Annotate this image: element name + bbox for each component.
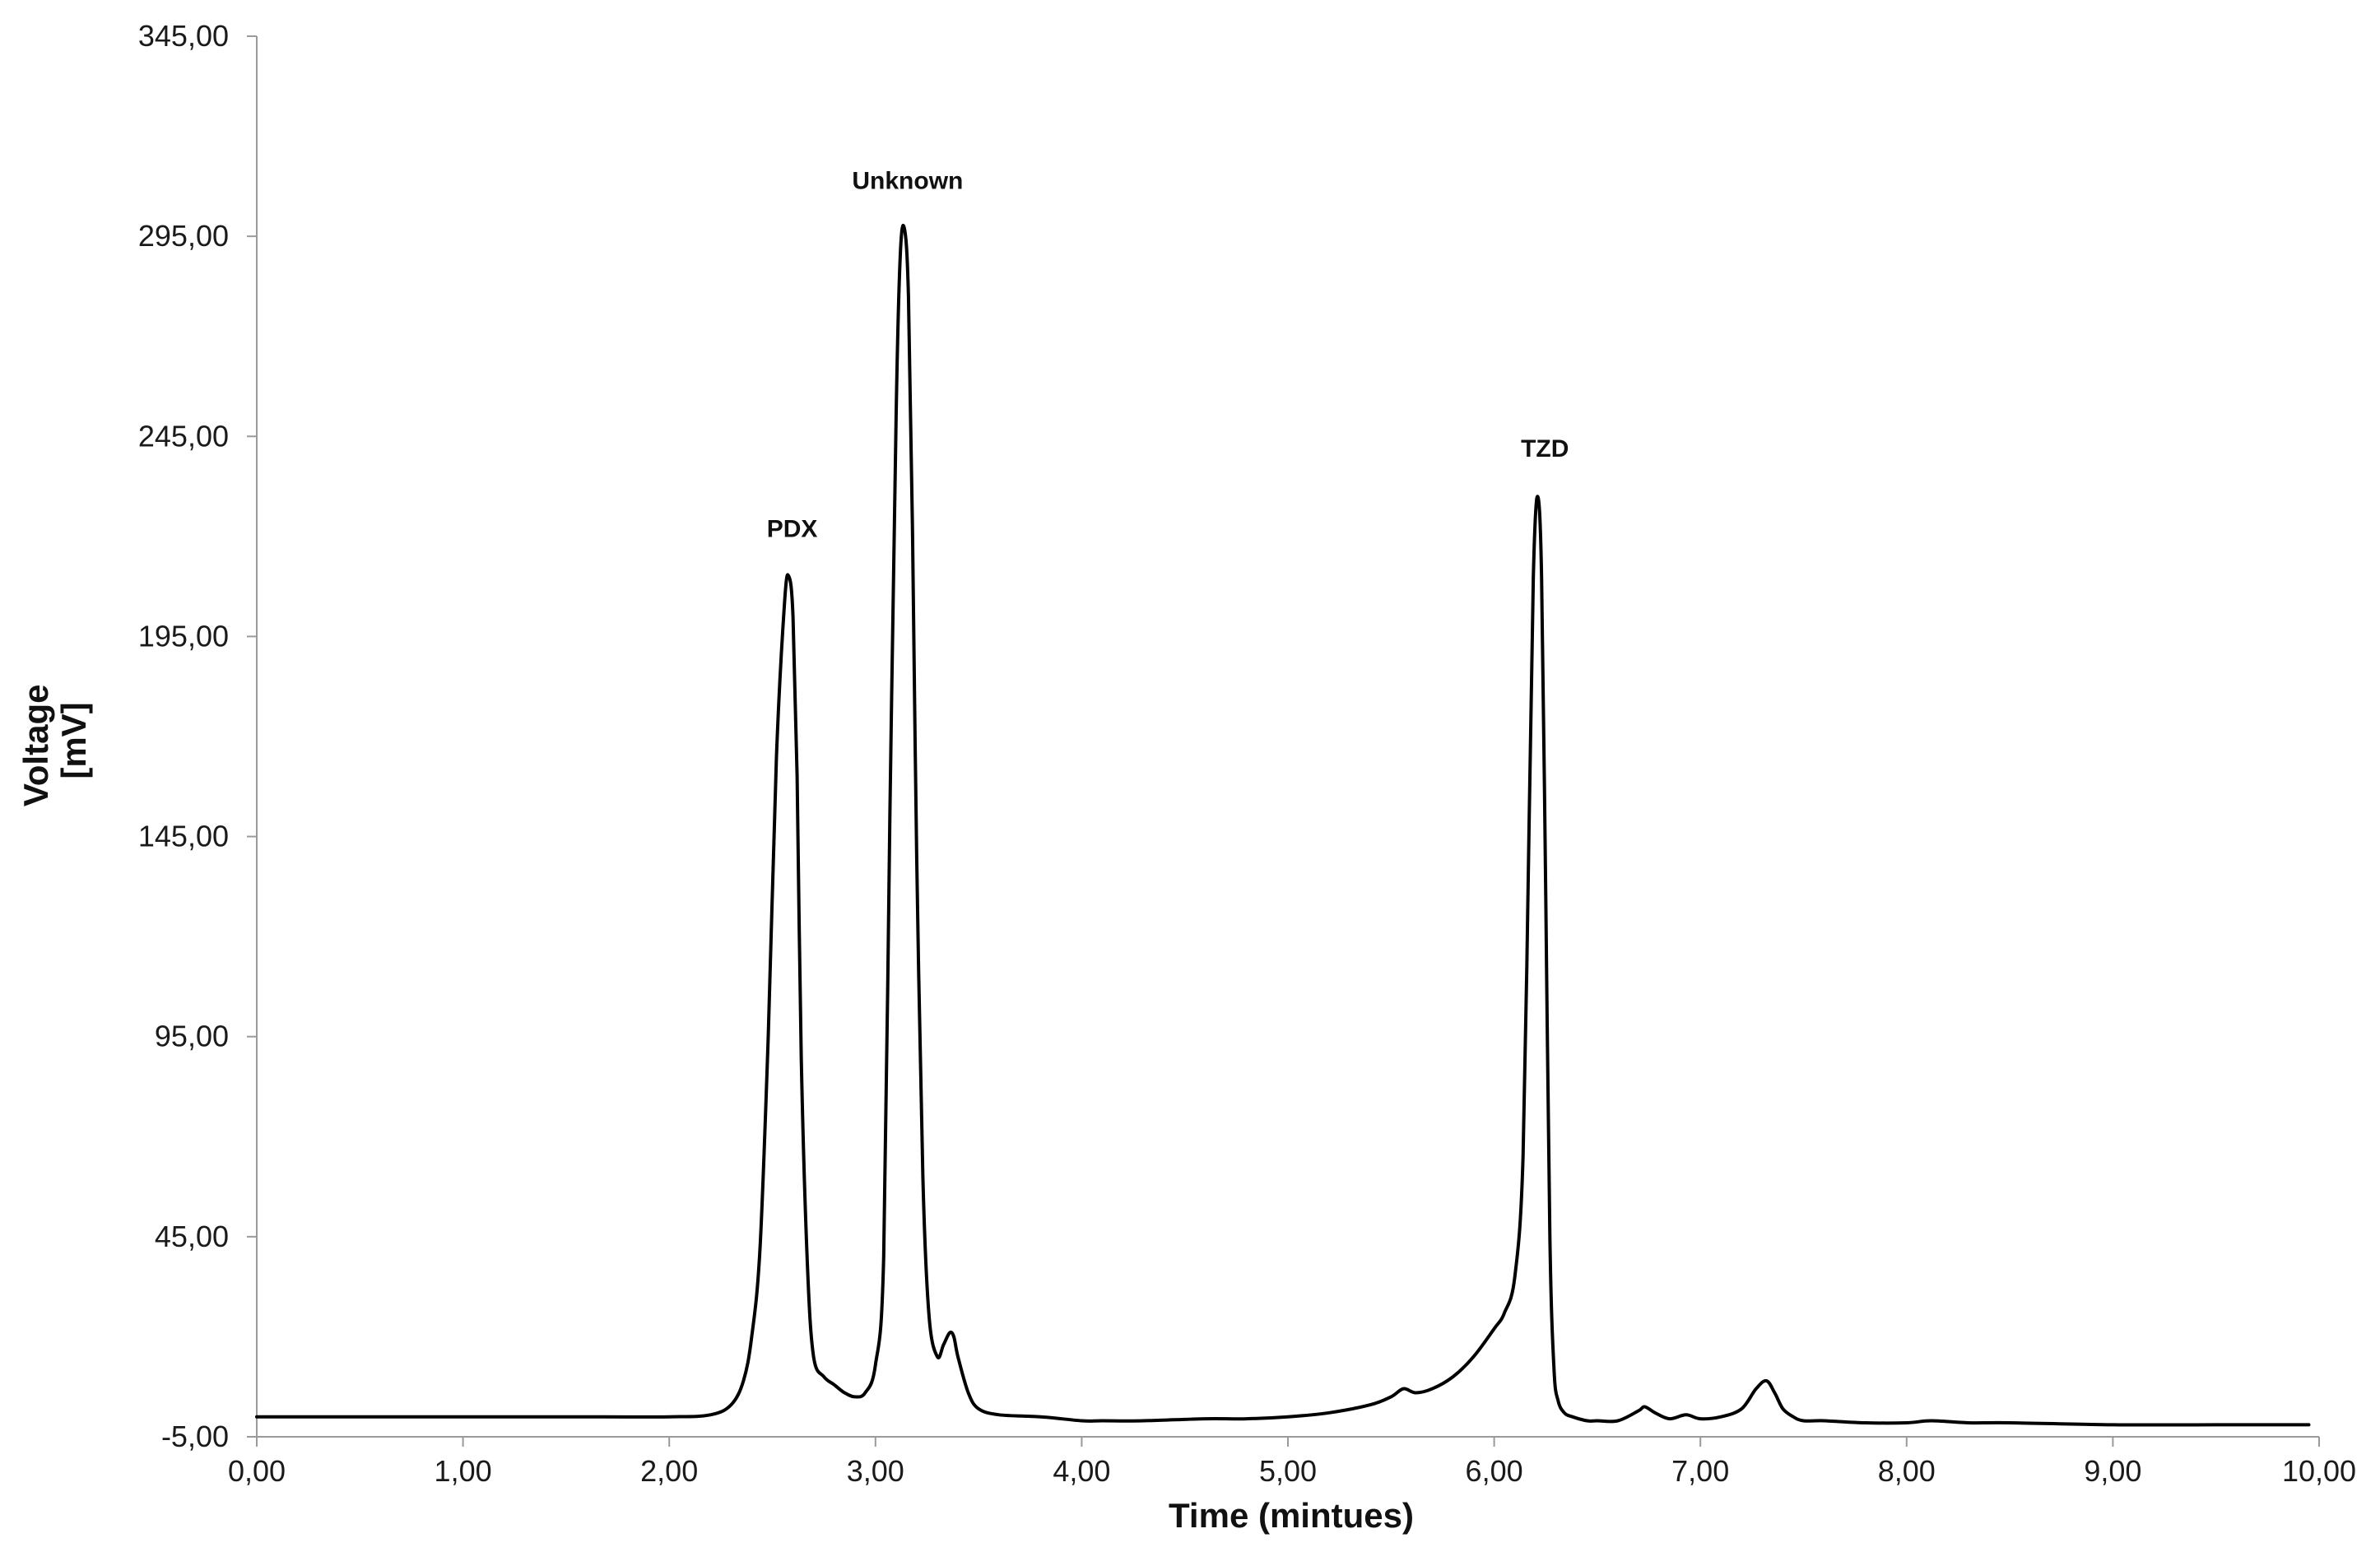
x-tick-label: 9,00	[2084, 1454, 2141, 1488]
y-tick-label: 145,00	[138, 820, 229, 853]
peak-label: Unknown	[852, 167, 963, 194]
y-ticks: -5,00 45,00 95,00 145,00 195,00 245,00 295,00 3…	[138, 19, 257, 1453]
peak-label: PDX	[767, 515, 818, 542]
x-tick-label: 5,00	[1259, 1454, 1317, 1488]
x-tick-label: 7,00	[1671, 1454, 1729, 1488]
y-tick-label: 345,00	[138, 19, 229, 53]
x-tick-label: 0,00	[228, 1454, 286, 1488]
y-tick-label: -5,00	[161, 1420, 229, 1453]
x-tick-label: 8,00	[1878, 1454, 1936, 1488]
y-axis-title: Voltage [mV]	[16, 675, 93, 806]
peak-annotations: PDX Unknown TZD	[767, 167, 1569, 542]
x-ticks: 0,00 1,00 2,00 3,00 4,00 5,00 6,00 7,00 8,00 9,00…	[228, 1437, 2356, 1488]
x-axis-title: Time (mintues)	[1169, 1496, 1414, 1535]
x-tick-label: 3,00	[847, 1454, 904, 1488]
x-tick-label: 1,00	[435, 1454, 492, 1488]
series-line	[255, 223, 2311, 1427]
y-tick-label: 195,00	[138, 619, 229, 653]
y-tick-label: 245,00	[138, 419, 229, 453]
x-tick-label: 10,00	[2282, 1454, 2356, 1488]
y-tick-label: 45,00	[155, 1220, 229, 1253]
y-axis-title-line1: Voltage	[16, 685, 55, 807]
x-tick-label: 4,00	[1053, 1454, 1110, 1488]
peak-label: TZD	[1521, 435, 1569, 462]
y-tick-label: 295,00	[138, 219, 229, 253]
y-axis-title-line2: [mV]	[54, 702, 93, 778]
y-tick-label: 95,00	[155, 1020, 229, 1053]
x-tick-label: 2,00	[640, 1454, 698, 1488]
axes	[256, 36, 2319, 1438]
x-tick-label: 6,00	[1466, 1454, 1523, 1488]
